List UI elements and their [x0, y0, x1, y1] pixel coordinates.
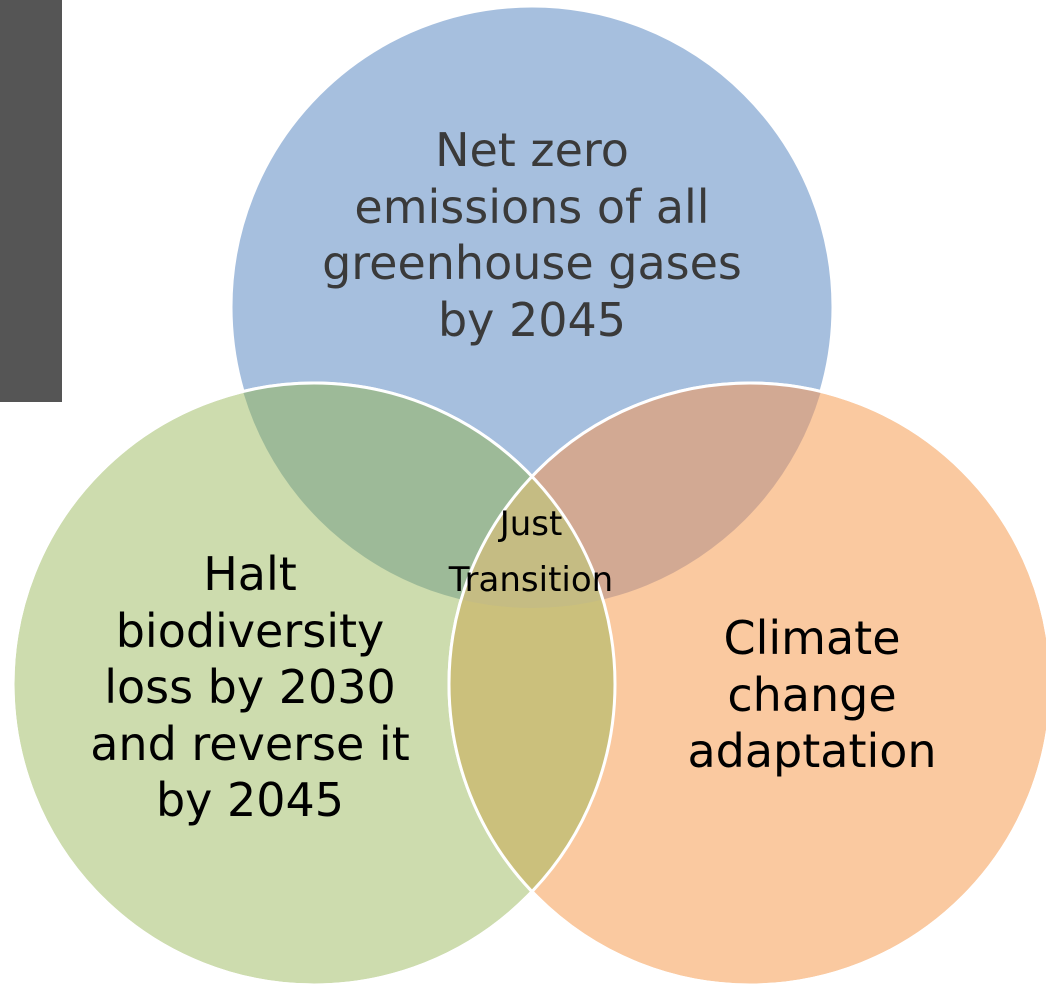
circle-left-outline	[11, 381, 617, 984]
label-biodiversity: Halt biodiversity loss by 2030 and rever…	[90, 547, 410, 828]
overlap-top-right	[449, 383, 833, 608]
label-climate-adaptation: Climate change adaptation	[687, 611, 937, 779]
label-net-zero: Net zero emissions of all greenhouse gas…	[322, 123, 742, 347]
circle-right-outline	[447, 381, 1046, 984]
side-bar	[0, 0, 62, 402]
overlap-top-left	[231, 383, 615, 608]
label-just-transition: Just Transition	[448, 504, 614, 601]
